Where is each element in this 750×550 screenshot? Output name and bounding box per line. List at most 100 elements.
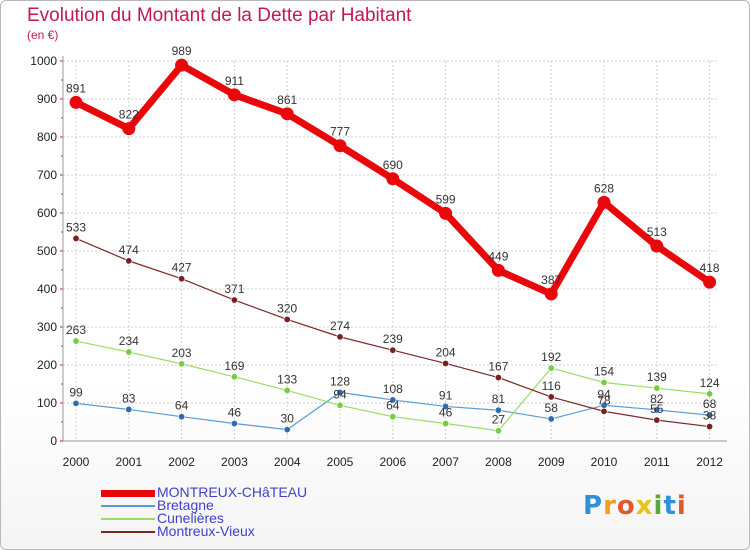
x-tick-label: 2009 [538, 455, 565, 469]
data-label: 94 [597, 387, 611, 401]
series-point-3 [547, 393, 555, 401]
logo-letter: i [653, 491, 664, 521]
data-label: 239 [383, 332, 403, 346]
legend-swatch [101, 518, 155, 520]
logo-letter: i [676, 491, 687, 521]
series-point-2 [336, 401, 344, 409]
y-tick-label: 400 [37, 282, 57, 296]
series-point-3 [336, 333, 344, 341]
data-label: 116 [542, 379, 561, 393]
series-point-1 [389, 396, 397, 404]
legend-swatch [101, 505, 155, 507]
x-tick-label: 2007 [432, 455, 459, 469]
data-label: 989 [172, 44, 192, 58]
data-label: 204 [436, 345, 456, 359]
series-point-3 [653, 416, 661, 424]
data-label: 533 [66, 220, 86, 234]
grid-layer [63, 60, 719, 442]
series-point-2 [494, 427, 502, 435]
chart-title: Evolution du Montant de la Dette par Hab… [27, 5, 412, 26]
data-label: 55 [650, 402, 664, 416]
series-point-2 [125, 348, 133, 356]
data-label: 911 [225, 74, 244, 88]
data-label: 30 [281, 412, 295, 426]
data-label: 628 [594, 181, 614, 195]
data-label: 64 [175, 399, 189, 413]
data-label: 82 [650, 392, 664, 406]
data-label: 861 [277, 93, 297, 107]
logo-letter: t [663, 491, 677, 521]
y-tick-label: 900 [37, 92, 57, 106]
data-label: 64 [386, 399, 400, 413]
series-point-2 [547, 364, 555, 372]
series-point-2 [653, 384, 661, 392]
x-tick-label: 2010 [591, 455, 618, 469]
y-tick-label: 1000 [30, 54, 57, 68]
series-point-0 [280, 107, 294, 121]
y-tick-label: 100 [37, 396, 57, 410]
series-point-3 [230, 296, 238, 304]
series-point-1 [653, 406, 661, 414]
x-tick-label: 2006 [379, 455, 406, 469]
data-label: 690 [383, 158, 403, 172]
series-point-2 [600, 378, 608, 386]
data-label: 822 [119, 108, 139, 122]
series-point-1 [72, 399, 80, 407]
series-point-0 [333, 139, 347, 153]
series-point-0 [650, 239, 664, 253]
series-point-0 [386, 172, 400, 186]
data-label: 599 [436, 192, 456, 206]
series-point-2 [178, 360, 186, 368]
data-label-layer: 891 822 989 911 861 777 690 599 449 387 628 513 418 9… [66, 44, 720, 427]
legend-label: Bretagne [157, 497, 214, 513]
y-tick-label: 600 [37, 206, 57, 220]
data-label: 427 [172, 261, 192, 275]
data-label: 27 [492, 413, 506, 427]
proxiti-logo: Proxiti [583, 491, 687, 521]
series-point-2 [72, 337, 80, 345]
data-label: 58 [545, 401, 559, 415]
series-point-1 [230, 420, 238, 428]
series-point-0 [175, 58, 189, 72]
data-label: 320 [277, 301, 297, 315]
logo-letter: x [635, 491, 654, 521]
series-point-0 [544, 287, 558, 301]
series-point-1 [283, 426, 291, 434]
x-tick-label: 2003 [221, 455, 248, 469]
y-tick-label: 200 [37, 358, 57, 372]
y-tick-label: 300 [37, 320, 57, 334]
data-label: 133 [277, 372, 297, 386]
data-label: 38 [703, 409, 717, 423]
series-point-3 [283, 315, 291, 323]
data-label: 167 [488, 360, 508, 374]
series-point-0 [227, 88, 241, 102]
x-tick-label: 2008 [485, 455, 512, 469]
data-label: 449 [488, 249, 508, 263]
logo-letter: r [603, 491, 617, 521]
data-label: 94 [333, 387, 347, 401]
legend-label: MONTREUX-CHâTEAU [157, 484, 308, 500]
series-point-1 [442, 402, 450, 410]
series-point-3 [389, 346, 397, 354]
series-point-3 [178, 275, 186, 283]
data-label: 192 [541, 350, 561, 364]
x-tick-label: 2000 [63, 455, 90, 469]
data-label: 169 [224, 359, 244, 373]
series-point-0 [69, 95, 83, 109]
data-label: 263 [66, 323, 86, 337]
chart-subtitle: (en €) [27, 28, 59, 42]
data-label: 203 [172, 346, 192, 360]
series-point-3 [706, 423, 714, 431]
data-label: 91 [439, 388, 453, 402]
series-point-0 [491, 263, 505, 277]
data-label: 234 [119, 334, 139, 348]
x-tick-label: 2012 [696, 455, 723, 469]
series-point-3 [442, 359, 450, 367]
data-label: 108 [383, 382, 403, 396]
legend-swatch [101, 489, 155, 497]
legend-label: Cunelières [157, 510, 224, 526]
data-label: 68 [703, 397, 717, 411]
series-layer [69, 58, 717, 435]
legend-swatch [101, 531, 155, 533]
